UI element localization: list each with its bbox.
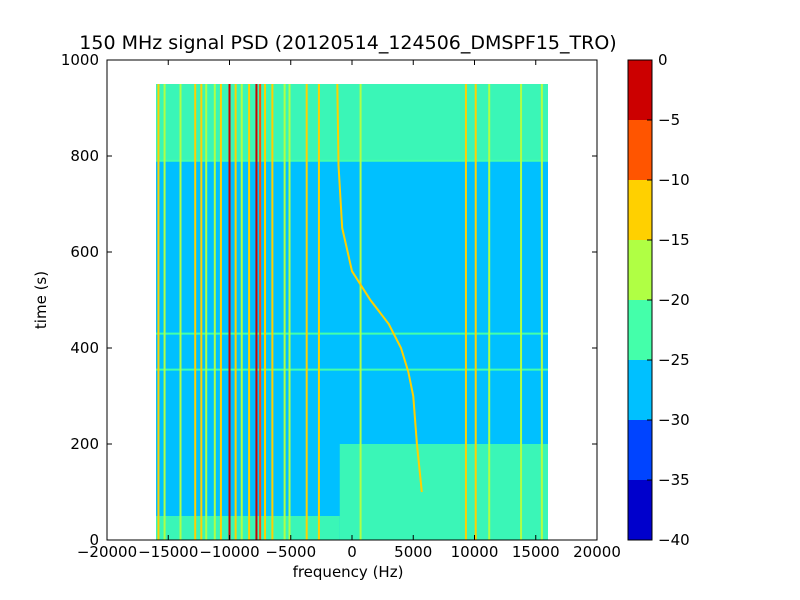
x-tick-label: −5000 xyxy=(265,543,316,561)
colorbar-tick-label: −20 xyxy=(658,291,690,309)
x-axis-label: frequency (Hz) xyxy=(293,563,404,581)
x-tick-label: −10000 xyxy=(199,543,259,561)
x-tick-label: 10000 xyxy=(451,543,499,561)
colorbar-tick-label: −5 xyxy=(658,111,680,129)
y-tick-label: 0 xyxy=(89,531,99,549)
plot-area xyxy=(156,83,548,540)
y-axis: 0 200 400 600 800 1000 xyxy=(61,51,597,549)
colorbar-tick-label: −40 xyxy=(658,531,690,549)
colorbar-tick-label: 0 xyxy=(658,51,668,69)
y-tick-label: 600 xyxy=(70,243,99,261)
y-axis-label: time (s) xyxy=(32,271,50,329)
colorbar-tick-label: −35 xyxy=(658,471,690,489)
y-tick-label: 400 xyxy=(70,339,99,357)
heatmap-region xyxy=(156,516,340,540)
colorbar-tick-label: −25 xyxy=(658,351,690,369)
colorbar-tick-label: −30 xyxy=(658,411,690,429)
x-tick-label: −15000 xyxy=(138,543,198,561)
colorbar-segment xyxy=(628,60,652,120)
x-tick-label: 0 xyxy=(347,543,357,561)
x-axis: −20000 −15000 −10000 −5000 0 5000 10000 15000 20… xyxy=(77,60,621,561)
y-tick-label: 200 xyxy=(70,435,99,453)
chart-title: 150 MHz signal PSD (20120514_124506_DMSP… xyxy=(79,32,616,54)
colorbar-segment xyxy=(628,120,652,180)
x-tick-label: −20000 xyxy=(77,543,137,561)
colorbar: −40 −35 −30 −25 −20 −15 −10 −5 0 xyxy=(627,51,690,549)
colorbar-segment xyxy=(628,420,652,480)
colorbar-tick-label: −15 xyxy=(658,231,690,249)
colorbar-segment xyxy=(628,480,652,540)
colorbar-tick-label: −10 xyxy=(658,171,690,189)
x-tick-label: 5000 xyxy=(394,543,432,561)
colorbar-segment xyxy=(628,240,652,300)
colorbar-segment xyxy=(628,180,652,240)
colorbar-segment xyxy=(628,360,652,420)
heatmap-region xyxy=(339,444,548,540)
x-tick-label: 20000 xyxy=(573,543,621,561)
y-tick-label: 1000 xyxy=(61,51,99,69)
colorbar-segment xyxy=(628,300,652,360)
drifting-signal xyxy=(336,83,423,493)
x-tick-label: 15000 xyxy=(512,543,560,561)
y-tick-label: 800 xyxy=(70,147,99,165)
